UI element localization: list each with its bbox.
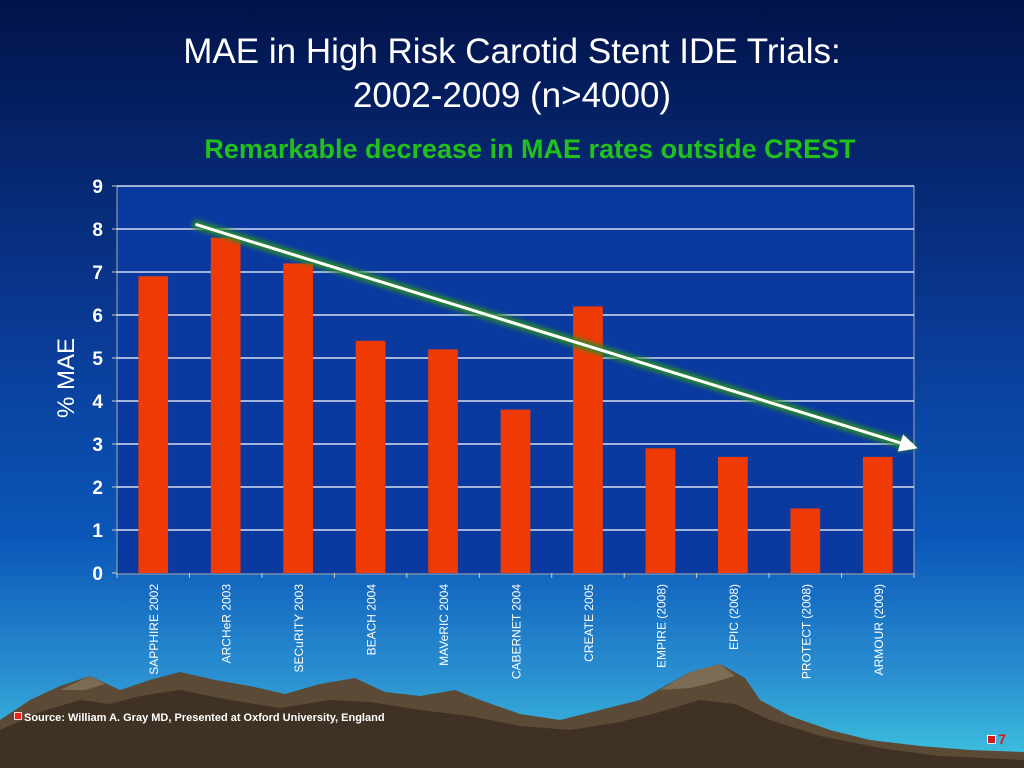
y-tick-label: 6 [92,306,103,327]
x-axis-ticks: SAPPHIRE 2002 ARCHeR 2003 SECuRITY 2003 BEA… [116,573,915,679]
trend-arrow-line [195,223,902,445]
y-axis-label: % MAE [53,338,80,418]
x-tick-label: ARCHeR 2003 [220,584,234,664]
bullet-icon [987,735,997,744]
mountain-backdrop [0,664,1024,768]
chart-title: Remarkable decrease in MAE rates outside… [204,134,856,164]
y-tick-label: 3 [92,435,103,456]
slide-title-line-2: 2002-2009 (n>4000) [352,76,672,115]
bar [862,456,893,573]
y-tick-label: 4 [92,392,103,413]
y-tick-label: 5 [92,349,103,370]
x-tick-label: CABERNET 2004 [510,584,524,679]
source-note: Source: William A. Gray MD, Presented at… [14,712,385,724]
page-number-text: 7 [998,731,1006,747]
x-tick-label: SECuRITY 2003 [292,584,306,673]
source-text: Source: William A. Gray MD, Presented at… [24,712,385,724]
bar [645,448,676,573]
y-axis-ticks: 0 1 2 3 4 5 6 7 8 9 [92,177,117,585]
x-tick-label: EMPIRE (2008) [654,584,668,668]
x-tick-label: SAPPHIRE 2002 [147,584,161,675]
trend-arrowhead [897,434,918,452]
page-number: 7 [987,731,1006,747]
gridlines [117,185,914,531]
bar [210,237,241,573]
x-tick-label: EPIC (2008) [727,584,741,650]
slide-title: MAE in High Risk Carotid Stent IDE Trial… [0,30,1024,118]
bar [283,263,313,573]
x-tick-label: ARMOUR (2009) [872,584,886,675]
bar [500,409,531,573]
x-tick-label: PROTECT (2008) [799,584,813,679]
y-tick-label: 7 [92,263,103,284]
x-tick-label: CREATE 2005 [582,584,596,662]
bar [138,276,169,573]
slide-title-line-1: MAE in High Risk Carotid Stent IDE Trial… [183,32,841,71]
x-tick-label: BEACH 2004 [365,584,379,656]
bar [428,349,458,573]
y-tick-label: 9 [92,177,103,198]
bar [790,508,821,573]
y-tick-label: 0 [92,564,103,585]
bar [718,456,748,573]
bar [355,340,386,573]
y-tick-label: 1 [92,521,103,542]
bar-series [138,237,893,573]
trend-arrow [192,220,918,452]
x-tick-label: MAVeRIC 2004 [437,584,451,666]
bullet-icon [14,712,22,720]
y-tick-label: 2 [92,478,103,499]
y-tick-label: 8 [92,220,103,241]
